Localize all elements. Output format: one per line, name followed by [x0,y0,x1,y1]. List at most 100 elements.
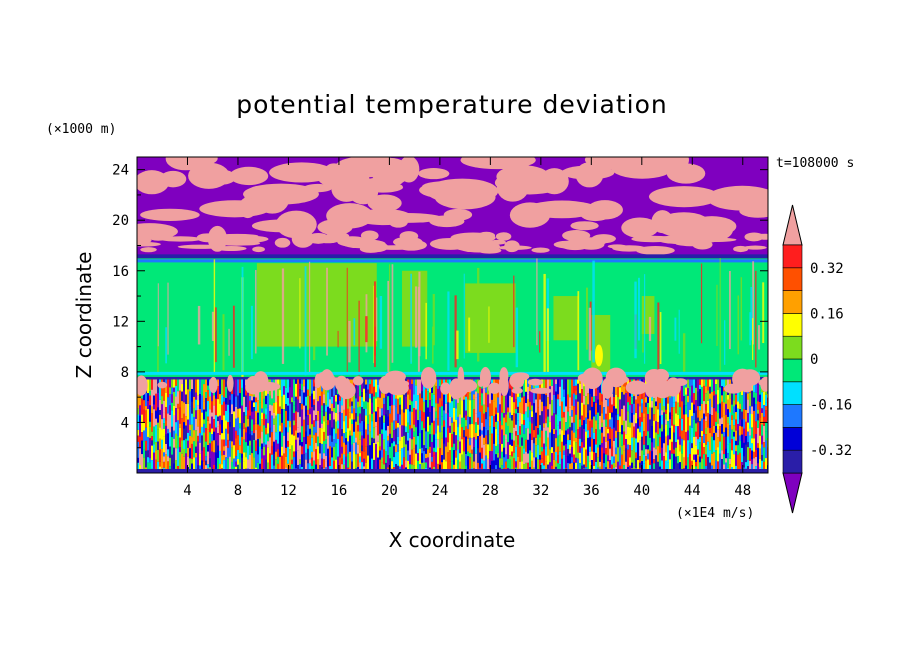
bl-cell [551,453,554,466]
bl-cell [431,442,434,452]
bl-cell [559,379,562,387]
bl-cell [301,454,304,467]
bl-cell [717,447,720,462]
bl-cell [317,436,320,447]
bl-cell [751,390,754,407]
bl-cell [159,414,162,428]
bl-cell [685,447,688,466]
bl-cell [639,417,642,427]
bl-cell [519,461,522,469]
bl-cell [293,425,296,436]
bl-cell [223,460,226,473]
bl-cell [197,400,200,406]
bl-cell [681,383,684,402]
bl-cell [423,428,426,446]
bl-cell [543,379,546,394]
bl-cell [577,401,580,420]
bl-cell [341,429,344,437]
bl-cell [459,436,462,442]
bl-cell [467,428,470,439]
bl-cell [411,449,414,465]
mid-streak [588,307,592,361]
bl-cell [427,431,430,450]
bl-cell [369,393,372,399]
bl-cell [329,408,332,414]
bl-cell [267,462,270,473]
bl-cell [443,410,446,421]
mid-streak [326,267,328,356]
bl-plume [530,387,553,394]
bl-cell [459,424,462,437]
bl-cell [541,458,544,464]
bl-cell [185,438,188,454]
bl-cell [645,418,648,436]
bl-cell [553,413,556,430]
bl-cell [699,379,702,385]
bl-cell [443,426,446,444]
bl-cell [613,456,616,463]
bl-cell [527,386,530,395]
bl-cell [435,379,438,387]
bl-cell [299,459,302,465]
bl-cell [243,461,246,472]
bl-cell [309,459,312,464]
bl-cell [751,406,754,414]
y-tick-label: 12 [112,314,129,330]
bl-cell [615,415,618,431]
bl-cell [495,421,498,430]
bl-cell [725,403,728,415]
bl-cell [245,427,248,433]
bl-cell [575,379,578,386]
bl-cell [229,456,232,471]
bl-cell [183,448,186,457]
bl-cell [741,426,744,435]
bl-cell [137,395,140,409]
bl-cell [311,424,314,432]
bl-cell [421,398,424,411]
bl-cell [649,397,652,408]
bl-cell [149,391,152,396]
bl-cell [471,399,474,408]
bl-cell [631,462,634,469]
bl-cell [709,420,712,428]
bl-cell [239,445,242,454]
bl-cell [541,447,544,452]
bl-cell [169,446,172,458]
bl-cell [153,395,156,405]
bl-cell [611,417,614,429]
bl-cell [733,436,736,455]
bl-cell [213,440,216,453]
bl-cell [441,462,444,470]
bl-cell [289,379,292,388]
bl-cell [459,461,462,469]
bl-cell [253,440,256,458]
bl-cell [693,413,696,420]
bl-cell [291,402,294,418]
bl-cell [395,406,398,421]
bl-cell [353,442,356,452]
bl-cell [409,454,412,465]
bl-cell [481,447,484,459]
bl-cell [701,379,704,387]
bl-cell [227,458,230,473]
bl-cell [283,394,286,410]
bl-cell [575,437,578,443]
bl-cell [353,451,356,470]
bl-cell [439,407,442,425]
bl-cell [751,438,754,444]
bl-cell [733,425,736,432]
bl-cell [445,390,448,404]
bl-cell [239,423,242,429]
bl-cell [535,412,538,427]
bl-cell [331,447,334,458]
bl-cell [765,431,768,441]
bl-cell [687,457,690,473]
bl-cell [393,457,396,468]
bl-cell [479,396,482,404]
bl-cell [459,414,462,425]
bl-cell [589,437,592,447]
bl-cell [315,399,318,416]
y-axis-label: Z coordinate [72,252,96,379]
bl-cell [739,440,742,453]
bl-cell [753,379,756,392]
